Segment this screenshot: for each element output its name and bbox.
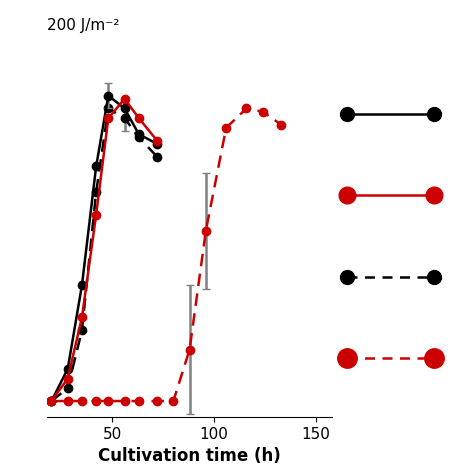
X-axis label: Cultivation time (h): Cultivation time (h) (98, 447, 281, 465)
Text: 200 J/m⁻²: 200 J/m⁻² (47, 18, 120, 33)
